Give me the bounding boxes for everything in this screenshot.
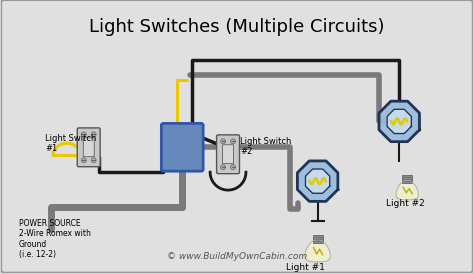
Polygon shape [305, 240, 330, 262]
Circle shape [81, 132, 86, 137]
Polygon shape [379, 101, 419, 142]
Polygon shape [396, 180, 419, 200]
Polygon shape [387, 109, 411, 133]
Text: Light Switch
#2: Light Switch #2 [240, 137, 292, 156]
FancyBboxPatch shape [217, 135, 239, 174]
Circle shape [91, 132, 96, 137]
Circle shape [81, 158, 86, 163]
Text: POWER SOURCE
2-Wire Romex with
Ground
(i.e. 12-2): POWER SOURCE 2-Wire Romex with Ground (i… [19, 219, 91, 259]
FancyBboxPatch shape [83, 138, 94, 157]
Polygon shape [297, 161, 338, 201]
Text: Light #1: Light #1 [286, 263, 325, 272]
Text: Light #2: Light #2 [386, 199, 425, 208]
Circle shape [220, 165, 226, 170]
FancyBboxPatch shape [161, 123, 203, 171]
FancyBboxPatch shape [77, 128, 100, 167]
Bar [402, 175, 412, 183]
Circle shape [220, 139, 226, 144]
Circle shape [91, 158, 96, 163]
Text: Light Switches (Multiple Circuits): Light Switches (Multiple Circuits) [89, 18, 385, 36]
Circle shape [230, 165, 236, 170]
Bar [313, 235, 323, 243]
Text: Light Switch
#1: Light Switch #1 [45, 134, 96, 153]
Text: © www.BuildMyOwnCabin.com: © www.BuildMyOwnCabin.com [167, 252, 307, 261]
FancyBboxPatch shape [223, 145, 234, 164]
Polygon shape [305, 169, 330, 193]
Circle shape [230, 139, 236, 144]
